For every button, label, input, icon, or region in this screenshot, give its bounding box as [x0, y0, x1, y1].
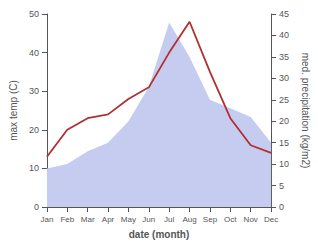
- svg-text:Sep: Sep: [203, 215, 218, 224]
- svg-text:15: 15: [279, 138, 289, 148]
- svg-text:max temp (C): max temp (C): [8, 80, 19, 141]
- svg-text:40: 40: [279, 30, 289, 40]
- svg-text:10: 10: [279, 159, 289, 169]
- svg-text:5: 5: [279, 181, 284, 191]
- svg-text:Jun: Jun: [142, 215, 155, 224]
- svg-text:25: 25: [279, 95, 289, 105]
- svg-text:10: 10: [29, 163, 39, 173]
- svg-text:May: May: [121, 215, 136, 224]
- svg-text:40: 40: [29, 48, 39, 58]
- svg-text:20: 20: [279, 116, 289, 126]
- svg-text:0: 0: [34, 202, 39, 212]
- svg-text:35: 35: [279, 52, 289, 62]
- svg-text:20: 20: [29, 125, 39, 135]
- svg-text:50: 50: [29, 9, 39, 19]
- svg-text:Oct: Oct: [224, 215, 237, 224]
- svg-text:30: 30: [29, 86, 39, 96]
- svg-text:Jan: Jan: [40, 215, 53, 224]
- svg-text:Dec: Dec: [264, 215, 278, 224]
- svg-text:date (month): date (month): [129, 229, 190, 240]
- svg-text:Mar: Mar: [81, 215, 95, 224]
- svg-text:Apr: Apr: [102, 215, 115, 224]
- svg-text:Nov: Nov: [244, 215, 258, 224]
- svg-text:Jul: Jul: [164, 215, 174, 224]
- svg-text:30: 30: [279, 73, 289, 83]
- svg-text:45: 45: [279, 9, 289, 19]
- svg-text:0: 0: [279, 202, 284, 212]
- svg-text:med. precipitation (kg/m2): med. precipitation (kg/m2): [300, 53, 311, 169]
- svg-text:Aug: Aug: [182, 215, 196, 224]
- svg-text:Feb: Feb: [60, 215, 74, 224]
